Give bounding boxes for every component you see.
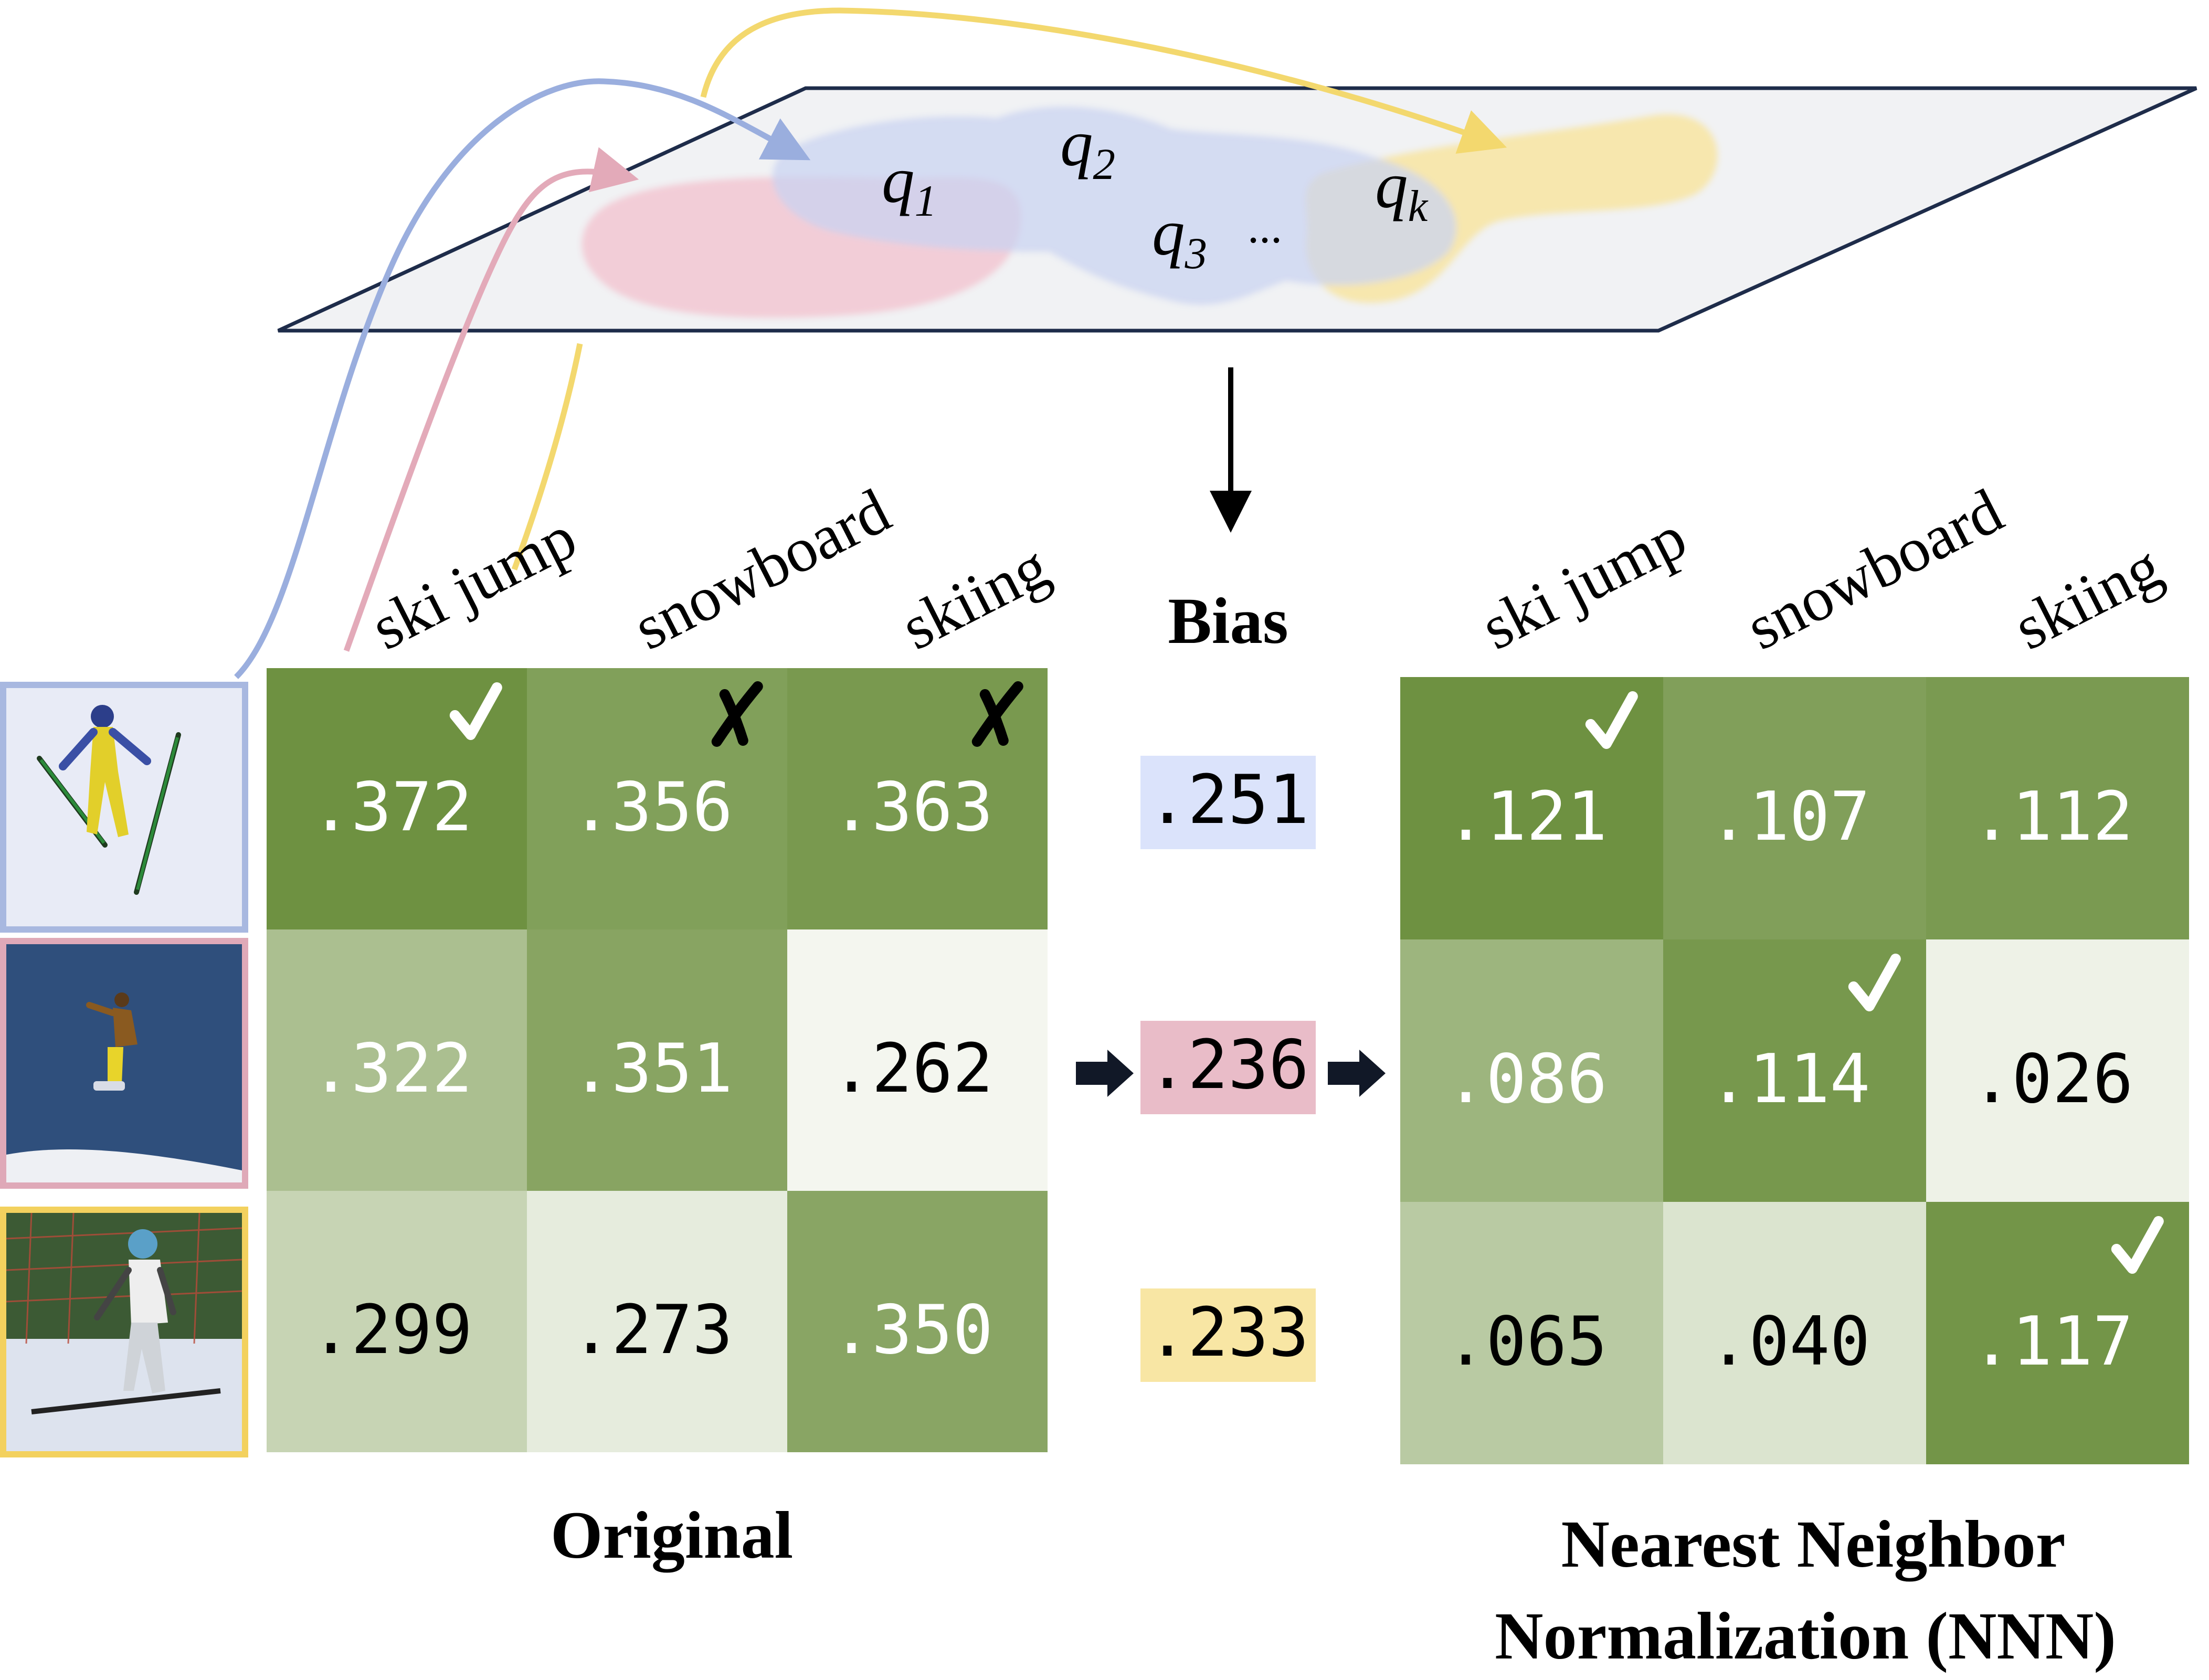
skiing-photo: [0, 1207, 248, 1457]
original-cross-icon-r1c3: [971, 681, 1023, 747]
nnn-value-r2c3: .026: [1971, 1040, 2133, 1118]
ski-jump-photo: [0, 682, 248, 933]
pink-arrow: [343, 147, 639, 652]
original-value-r3c3: .350: [831, 1291, 993, 1369]
query-label-qk: qk: [1375, 150, 1429, 231]
original-value-r3c1: .299: [311, 1291, 472, 1369]
bias-box-2: [1140, 1021, 1316, 1114]
original-cell-r3c2: [527, 1191, 787, 1452]
original-cell-r2c3: [787, 929, 1048, 1191]
original-cell-r3c3: [787, 1191, 1048, 1452]
nnn-value-r3c3: .117: [1971, 1303, 2133, 1381]
flow-arrows: [1076, 1050, 1386, 1097]
nnn-value-r1c3: .112: [1971, 778, 2133, 856]
yellow-arrow-upper: [700, 7, 1507, 154]
nnn-check-icon-r1c1: [1585, 691, 1638, 749]
ellipsis-label: ...: [1248, 202, 1282, 253]
nnn-value-r3c2: .040: [1708, 1303, 1870, 1381]
blue-arrow: [234, 78, 811, 679]
nnn-cell-r2c1: [1400, 939, 1663, 1202]
nnn-header-ski-jump: ski jump: [1470, 501, 1697, 663]
nnn-cell-r3c1: [1400, 1202, 1663, 1464]
bias-value-1: .251: [1147, 761, 1309, 839]
nnn-header-skiing: skiing: [2003, 531, 2172, 663]
nnn-header-snowboard: snowboard: [1735, 476, 2013, 663]
original-value-r3c2: .273: [571, 1291, 733, 1369]
query-labels: q1 q2 q3 qk: [882, 108, 1429, 278]
bias-box-3: [1140, 1288, 1316, 1382]
original-value-r2c1: .322: [311, 1030, 472, 1108]
original-cell-r2c2: [527, 929, 787, 1191]
flow-arrow-right: [1328, 1050, 1386, 1097]
original-value-r1c1: .372: [311, 768, 472, 847]
query-label-q2: q2: [1060, 108, 1115, 189]
bias-value-2: .236: [1147, 1026, 1309, 1104]
original-header-skiing: skiing: [890, 531, 1059, 663]
original-value-r2c3: .262: [831, 1030, 993, 1108]
nnn-cell-r1c2: [1663, 677, 1926, 939]
nnn-value-r1c2: .107: [1708, 778, 1870, 856]
bias-column: .251 .236 .233: [1140, 756, 1316, 1382]
bias-box-1: [1140, 756, 1316, 849]
original-cell-r3c1: [267, 1191, 527, 1452]
nnn-value-r3c1: .065: [1445, 1303, 1607, 1381]
nnn-value-r2c2: .114: [1708, 1040, 1870, 1118]
bias-value-3: .233: [1147, 1294, 1309, 1372]
bias-header: Bias: [1168, 585, 1288, 658]
flow-arrow-left: [1076, 1050, 1134, 1097]
nnn-cell-r3c2: [1663, 1202, 1926, 1464]
embedding-arrows: [234, 7, 1507, 679]
nnn-value-r1c1: .121: [1445, 778, 1607, 856]
nnn-value-r2c1: .086: [1445, 1040, 1607, 1118]
nnn-caption-line1: Nearest Neighbor: [1561, 1507, 2066, 1581]
original-value-r2c2: .351: [571, 1030, 733, 1108]
nnn-check-icon-r2c2: [1848, 954, 1901, 1011]
original-matrix: .372 .356 .363 .322 .351 .262 .299 .273 .350: [267, 668, 1048, 1452]
original-header-snowboard: snowboard: [622, 476, 901, 663]
original-value-r1c2: .356: [571, 768, 733, 847]
embedding-plane: q1 q2 q3 qk ...: [277, 86, 2197, 333]
nnn-cell-r2c3: [1926, 939, 2189, 1202]
original-caption: Original: [551, 1498, 793, 1572]
blue-region: [772, 107, 1456, 305]
original-cross-icon-r1c2: [711, 681, 763, 747]
input-images: [0, 682, 248, 1457]
yellow-arrow: [511, 343, 583, 570]
query-label-q3: q3: [1152, 197, 1207, 278]
original-check-icon-r1c1: [449, 682, 502, 740]
original-value-r1c3: .363: [831, 768, 993, 847]
nnn-cell-r1c3: [1926, 677, 2189, 939]
snowboard-photo: [0, 938, 248, 1189]
query-label-q1: q1: [882, 144, 937, 226]
original-cell-r2c1: [267, 929, 527, 1191]
nnn-caption-line2: Normalization (NNN): [1495, 1599, 2116, 1673]
nnn-check-icon-r3c3: [2111, 1216, 2164, 1274]
nnn-matrix: .121 .107 .112 .086 .114 .026 .065 .040 .117: [1400, 677, 2189, 1464]
